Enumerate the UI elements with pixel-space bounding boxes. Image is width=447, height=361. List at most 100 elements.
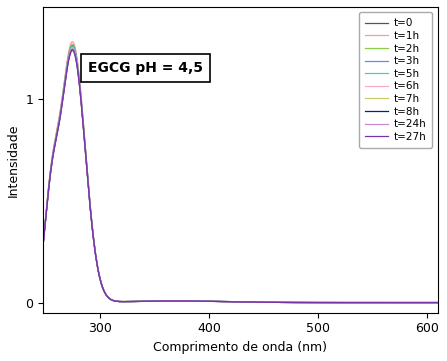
Line: t=7h: t=7h: [43, 48, 438, 303]
t=1h: [61, 86, 66, 91]
t=0: [435, 300, 440, 305]
t=2h: [70, 42, 75, 47]
t=6h: [435, 300, 440, 305]
t=3h: [232, 300, 238, 304]
t=24h: [424, 300, 429, 305]
t=6h: [424, 300, 429, 305]
t=3h: [435, 300, 440, 305]
t=27h: [424, 300, 429, 305]
t=2h: [424, 300, 429, 305]
Line: t=24h: t=24h: [43, 50, 438, 303]
t=24h: [61, 93, 66, 97]
Line: t=3h: t=3h: [43, 45, 438, 303]
t=6h: [61, 91, 66, 96]
t=5h: [351, 300, 357, 305]
t=27h: [41, 242, 46, 246]
t=7h: [70, 46, 75, 51]
t=6h: [232, 300, 238, 304]
t=2h: [41, 240, 46, 244]
t=27h: [61, 93, 66, 98]
t=5h: [424, 300, 429, 305]
t=6h: [41, 241, 46, 245]
t=1h: [232, 300, 238, 304]
t=5h: [435, 300, 440, 305]
t=8h: [70, 47, 75, 52]
t=3h: [424, 300, 429, 305]
t=2h: [232, 300, 238, 304]
Line: t=8h: t=8h: [43, 49, 438, 303]
t=0: [232, 300, 238, 304]
t=1h: [351, 300, 357, 305]
t=0: [424, 300, 429, 305]
t=7h: [435, 300, 440, 305]
t=6h: [70, 46, 75, 50]
t=0: [41, 241, 46, 245]
t=24h: [41, 242, 46, 246]
t=1h: [70, 40, 75, 44]
Legend: t=0, t=1h, t=2h, t=3h, t=5h, t=6h, t=7h, t=8h, t=24h, t=27h: t=0, t=1h, t=2h, t=3h, t=5h, t=6h, t=7h,…: [359, 12, 433, 148]
t=27h: [70, 48, 75, 53]
t=5h: [70, 45, 75, 49]
t=6h: [222, 299, 228, 304]
t=5h: [424, 300, 429, 305]
t=24h: [351, 300, 357, 305]
t=0: [424, 300, 429, 305]
Line: t=1h: t=1h: [43, 42, 438, 303]
t=8h: [222, 299, 228, 304]
t=8h: [435, 300, 440, 305]
t=27h: [435, 300, 440, 305]
t=0: [70, 45, 75, 49]
t=1h: [222, 299, 228, 304]
t=3h: [351, 300, 357, 305]
t=27h: [222, 299, 228, 304]
t=5h: [232, 300, 238, 304]
t=5h: [41, 241, 46, 245]
t=2h: [61, 88, 66, 93]
Text: EGCG pH = 4,5: EGCG pH = 4,5: [89, 61, 203, 75]
Line: t=2h: t=2h: [43, 44, 438, 303]
t=6h: [424, 300, 429, 305]
t=2h: [424, 300, 429, 305]
t=1h: [435, 300, 440, 305]
t=8h: [351, 300, 357, 305]
t=2h: [435, 300, 440, 305]
t=27h: [232, 300, 238, 304]
t=8h: [424, 300, 429, 305]
t=2h: [351, 300, 357, 305]
t=3h: [41, 240, 46, 245]
X-axis label: Comprimento de onda (nm): Comprimento de onda (nm): [153, 341, 328, 354]
t=6h: [351, 300, 357, 305]
Line: t=27h: t=27h: [43, 51, 438, 303]
t=7h: [424, 300, 429, 305]
t=3h: [222, 299, 228, 304]
t=3h: [424, 300, 429, 305]
Y-axis label: Intensidade: Intensidade: [7, 123, 20, 197]
Line: t=5h: t=5h: [43, 47, 438, 303]
t=24h: [222, 299, 228, 304]
t=7h: [232, 300, 238, 304]
Line: t=0: t=0: [43, 47, 438, 303]
t=0: [351, 300, 357, 305]
Line: t=6h: t=6h: [43, 48, 438, 303]
t=1h: [424, 300, 429, 305]
t=8h: [41, 242, 46, 246]
t=3h: [70, 43, 75, 48]
t=27h: [351, 300, 357, 305]
t=0: [222, 299, 228, 304]
t=8h: [232, 300, 238, 304]
t=7h: [61, 92, 66, 96]
t=7h: [424, 300, 429, 305]
t=24h: [232, 300, 238, 304]
t=8h: [424, 300, 429, 305]
t=5h: [61, 90, 66, 95]
t=24h: [424, 300, 429, 305]
t=24h: [70, 48, 75, 52]
t=7h: [222, 299, 228, 304]
t=0: [61, 90, 66, 95]
t=1h: [41, 240, 46, 244]
t=8h: [61, 92, 66, 97]
t=3h: [61, 89, 66, 93]
t=2h: [222, 299, 228, 304]
t=27h: [424, 300, 429, 305]
t=7h: [351, 300, 357, 305]
